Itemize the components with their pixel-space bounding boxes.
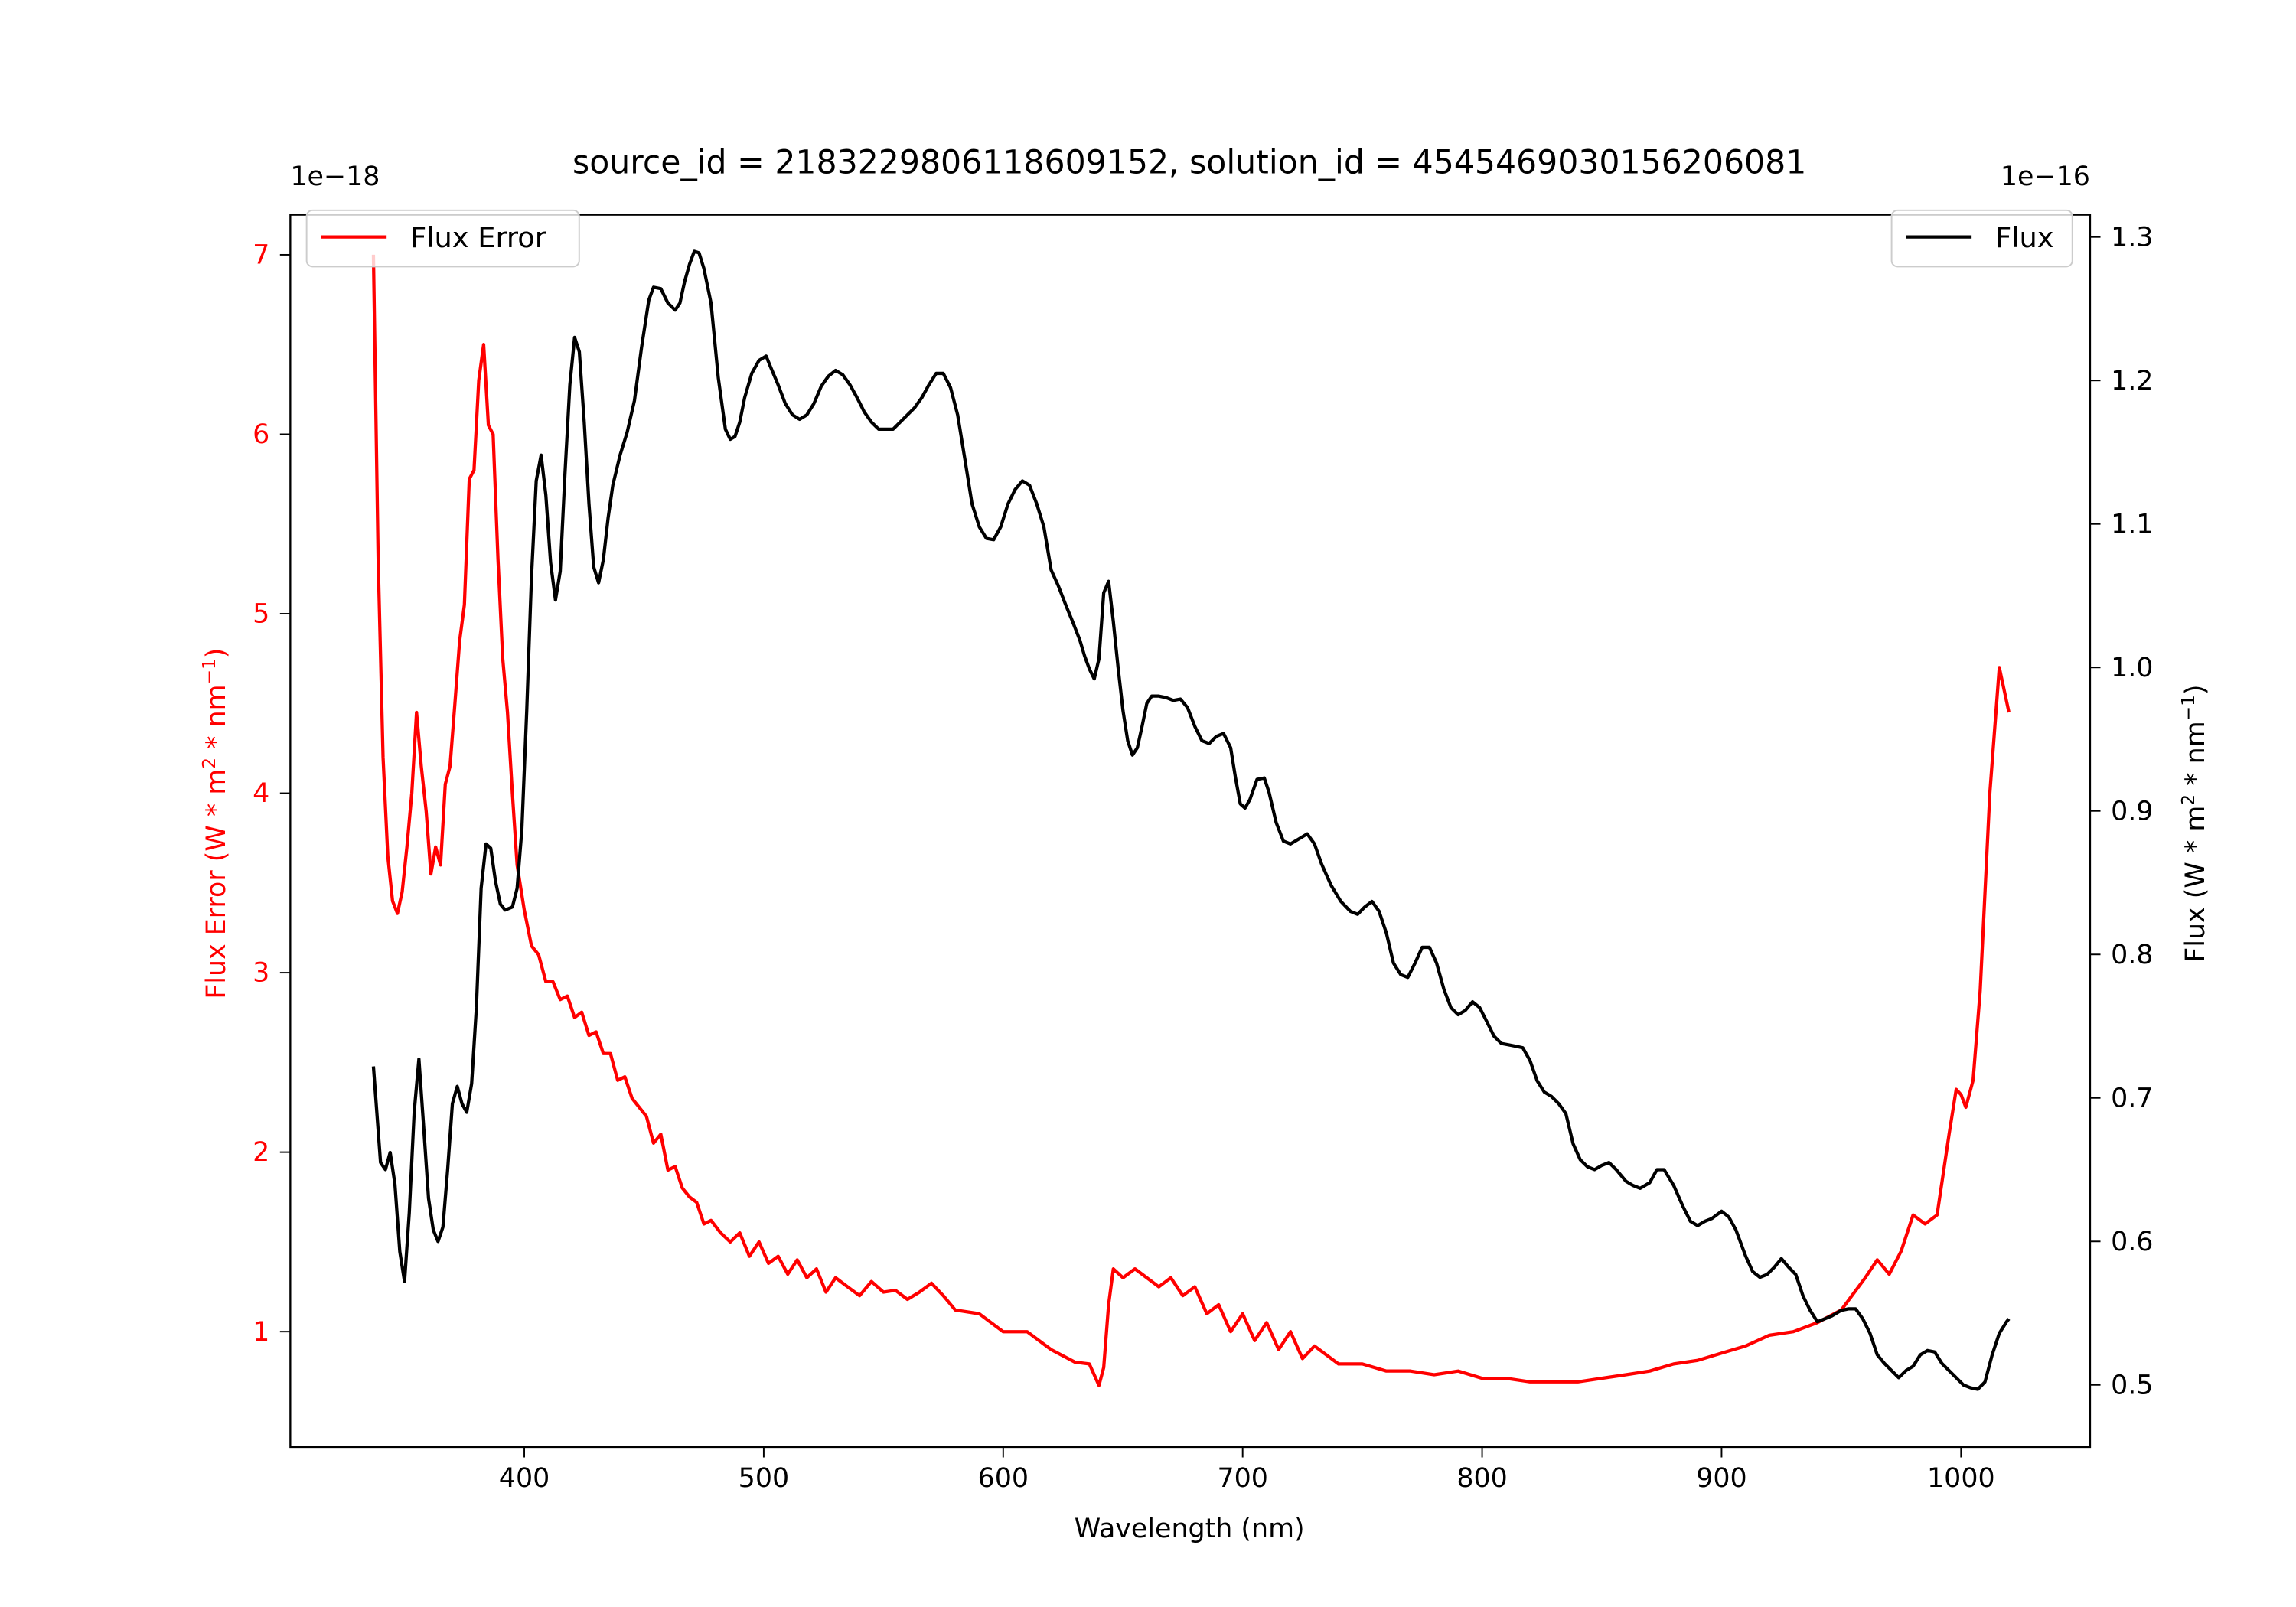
right-y-tick-label: 0.9 (2111, 796, 2153, 826)
legend-box (1890, 209, 2073, 268)
left-y-tick-label: 7 (253, 240, 269, 271)
left-offset-label: 1e−18 (290, 161, 380, 192)
right-y-tick-label: 0.6 (2111, 1227, 2153, 1257)
left-y-tick-label: 2 (253, 1137, 269, 1168)
flux-error-line (371, 254, 2011, 1387)
legend-flux-error: Flux Error (305, 209, 580, 268)
legend-flux: Flux (1890, 209, 2073, 268)
right-y-tick-label: 1.0 (2111, 653, 2153, 683)
x-tick-label: 700 (1217, 1463, 1267, 1494)
left-y-tick-label: 1 (253, 1317, 269, 1348)
x-tick-label: 500 (739, 1463, 789, 1494)
left-y-tick-label: 5 (253, 599, 269, 630)
x-axis-label: Wavelength (nm) (1075, 1514, 1305, 1544)
chart-title: source_id = 2183229806118609152, solutio… (572, 143, 1806, 181)
right-offset-label: 1e−16 (2001, 161, 2090, 192)
right-y-tick-label: 0.5 (2111, 1370, 2153, 1400)
x-tick-label: 600 (978, 1463, 1029, 1494)
x-tick-label: 400 (499, 1463, 550, 1494)
legend-box (305, 209, 580, 268)
legend-label-flux-error: Flux Error (410, 221, 547, 254)
x-tick-label: 800 (1456, 1463, 1507, 1494)
x-tick-label: 1000 (1927, 1463, 1995, 1494)
flux-line (371, 249, 2011, 1391)
left-y-tick-label: 4 (253, 778, 269, 809)
right-y-axis-label: Flux (W * m2 * nm−1) (2178, 685, 2212, 963)
left-y-axis-label: Flux Error (W * m2 * nm−1) (199, 648, 233, 999)
left-y-tick-label: 3 (253, 958, 269, 989)
legend-label-flux: Flux (1995, 221, 2053, 254)
right-y-tick-label: 1.1 (2111, 509, 2153, 539)
right-y-tick-label: 0.7 (2111, 1083, 2153, 1113)
right-y-tick-label: 1.3 (2111, 222, 2153, 253)
left-y-tick-label: 6 (253, 419, 269, 450)
plot-frame (289, 214, 2092, 1449)
right-y-tick-label: 0.8 (2111, 940, 2153, 970)
right-y-tick-label: 1.2 (2111, 366, 2153, 396)
x-tick-label: 900 (1696, 1463, 1746, 1494)
